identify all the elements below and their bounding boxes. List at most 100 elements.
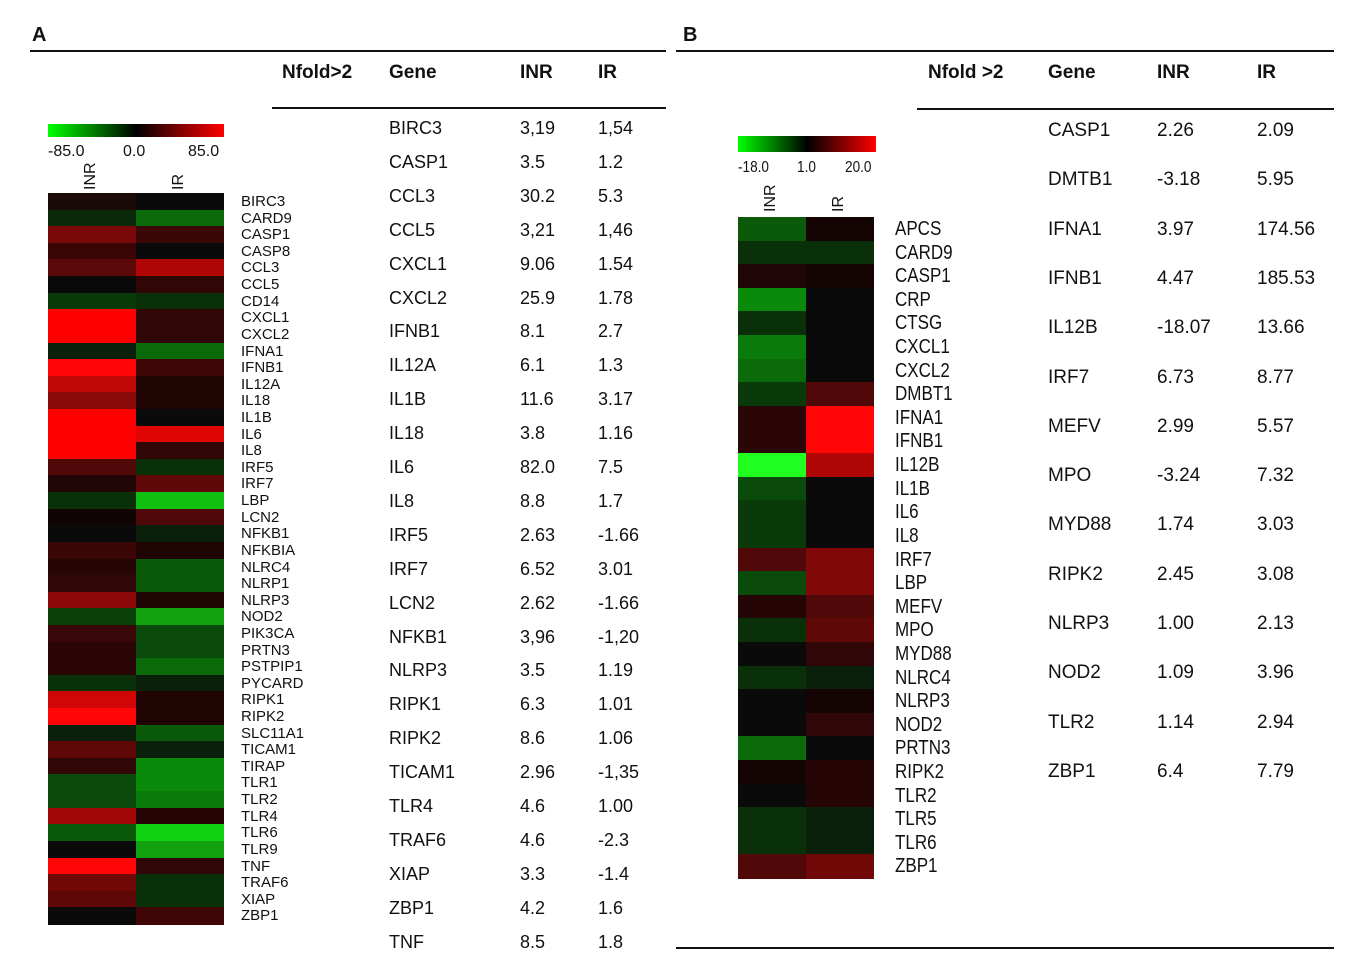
table-inr-value: -18.07	[1157, 317, 1211, 339]
heatmap-gene-label: SLC11A1	[241, 724, 305, 742]
heatmap-cell-ir	[136, 292, 224, 310]
heatmap-gene-label: IL6	[895, 501, 919, 524]
table-gene: TLR2	[1048, 711, 1095, 733]
heatmap-cell-inr	[48, 874, 136, 892]
table-gene: RIPK1	[389, 694, 442, 715]
heatmap-gene-label: RIPK2	[895, 760, 945, 783]
panel-b-legend-max: 20.0	[845, 159, 872, 176]
heatmap-cell-ir	[136, 242, 224, 261]
table-inr-value: 8.1	[520, 321, 546, 342]
heatmap-cell-ir	[806, 712, 874, 737]
heatmap-gene-label: CD14	[241, 292, 280, 310]
table-gene: XIAP	[389, 863, 431, 884]
heatmap-gene-label: CARD9	[241, 209, 292, 227]
table-gene: DMTB1	[1048, 169, 1113, 191]
table-inr-value: 30.2	[520, 185, 556, 206]
table-gene: IL6	[389, 457, 415, 477]
panel-a-col-ir: IR	[170, 174, 187, 190]
table-inr-value: -3.24	[1157, 465, 1201, 487]
table-ir-value: 1,46	[598, 219, 634, 240]
heatmap-cell-inr	[738, 712, 806, 737]
heatmap-cell-ir	[806, 240, 874, 265]
heatmap-gene-label: IL12B	[895, 454, 940, 477]
heatmap-cell-ir	[806, 287, 874, 313]
heatmap-cell-inr	[48, 525, 136, 543]
heatmap-cell-ir	[136, 226, 224, 244]
table-gene: CASP1	[389, 151, 449, 172]
heatmap-gene-label: APCS	[895, 218, 942, 240]
heatmap-gene-label: NLRC4	[241, 558, 291, 576]
panel-a-top-rule	[30, 50, 666, 52]
heatmap-cell-inr	[48, 425, 136, 443]
heatmap-cell-inr	[48, 475, 136, 493]
heatmap-gene-label: TICAM1	[241, 741, 297, 759]
table-gene: LCN2	[389, 592, 436, 613]
table-ir-value: 2.09	[1257, 120, 1294, 141]
table-inr-value: 1.00	[1157, 613, 1194, 634]
heatmap-cell-inr	[738, 287, 806, 313]
heatmap-gene-label: IL8	[895, 524, 919, 547]
table-ir-value: 3.96	[1257, 662, 1294, 684]
heatmap-gene-label: CTSG	[895, 312, 943, 335]
heatmap-cell-inr	[738, 807, 806, 832]
table-inr-value: 6.1	[520, 355, 546, 376]
table-inr-value: 4.2	[520, 897, 546, 918]
table-ir-value: 13.66	[1257, 317, 1305, 339]
table-inr-value: -3.18	[1157, 169, 1201, 191]
heatmap-cell-inr	[48, 791, 136, 809]
table-gene: TICAM1	[389, 762, 456, 783]
table-gene: IL18	[389, 423, 425, 444]
heatmap-cell-ir	[806, 382, 874, 407]
table-gene: ZBP1	[389, 897, 435, 918]
table-ir-value: 2.13	[1257, 613, 1294, 634]
table-ir-value: -2.3	[598, 829, 630, 850]
heatmap-cell-inr	[738, 382, 806, 407]
heatmap-cell-inr	[738, 500, 806, 525]
heatmap-gene-label: IL8	[241, 442, 262, 460]
panel-b-header-rule	[917, 108, 1334, 110]
panel-a-header-inr: INR	[520, 62, 553, 83]
heatmap-gene-label: LBP	[241, 492, 270, 510]
heatmap-cell-inr	[48, 907, 136, 925]
table-inr-value: 3,21	[520, 219, 556, 240]
heatmap-gene-label: IRF7	[241, 475, 274, 493]
table-inr-value: 3.3	[520, 863, 546, 884]
heatmap-cell-inr	[48, 541, 136, 560]
heatmap-cell-ir	[136, 674, 224, 692]
table-inr-value: 3.8	[520, 423, 546, 444]
table-ir-value: 1.00	[598, 796, 634, 816]
heatmap-gene-label: CXCL2	[241, 325, 290, 343]
heatmap-cell-ir	[136, 558, 224, 576]
table-inr-value: 6.4	[1157, 760, 1184, 782]
table-inr-value: 1.09	[1157, 662, 1194, 684]
table-inr-value: 2.26	[1157, 120, 1194, 141]
table-inr-value: 6.73	[1157, 366, 1194, 388]
heatmap-cell-inr	[738, 453, 806, 478]
heatmap-cell-ir	[806, 476, 874, 501]
heatmap-cell-inr	[738, 217, 806, 242]
panel-b-legend-mid: 1.0	[797, 159, 816, 176]
heatmap-cell-ir	[806, 689, 874, 714]
heatmap-cell-ir	[806, 571, 874, 596]
heatmap-gene-label: CRP	[895, 288, 931, 311]
heatmap-cell-inr	[738, 665, 806, 690]
heatmap-cell-ir	[136, 525, 224, 543]
table-inr-value: 1.14	[1157, 711, 1194, 733]
panel-b-label: B	[683, 24, 698, 46]
heatmap-cell-inr	[48, 757, 136, 776]
table-gene: TLR4	[389, 796, 434, 816]
heatmap-cell-inr	[48, 591, 136, 609]
heatmap-cell-inr	[48, 508, 136, 526]
heatmap-gene-label: ZBP1	[241, 907, 279, 925]
table-gene: IRF7	[389, 558, 429, 579]
heatmap-gene-label: IFNB1	[895, 430, 944, 453]
heatmap-cell-inr	[48, 724, 136, 742]
heatmap-cell-inr	[738, 547, 806, 572]
heatmap-gene-label: RIPK1	[241, 691, 285, 709]
heatmap-gene-label: PYCARD	[241, 674, 304, 692]
panel-b-legend-min: -18.0	[738, 159, 769, 176]
panel-a-legend-mid: 0.0	[123, 143, 146, 160]
heatmap-gene-label: IL1B	[241, 408, 272, 426]
heatmap-cell-inr	[738, 830, 806, 855]
panel-a-legend-max: 85.0	[188, 143, 220, 160]
